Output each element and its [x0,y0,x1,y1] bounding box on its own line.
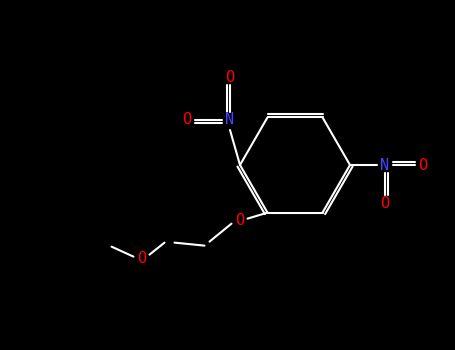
Text: O: O [182,112,192,127]
Text: O: O [419,158,428,173]
Text: O: O [225,70,235,84]
Text: N: N [225,112,235,127]
Text: N: N [380,158,389,173]
Text: O: O [137,251,146,266]
Text: O: O [380,196,389,210]
Text: O: O [235,213,244,228]
